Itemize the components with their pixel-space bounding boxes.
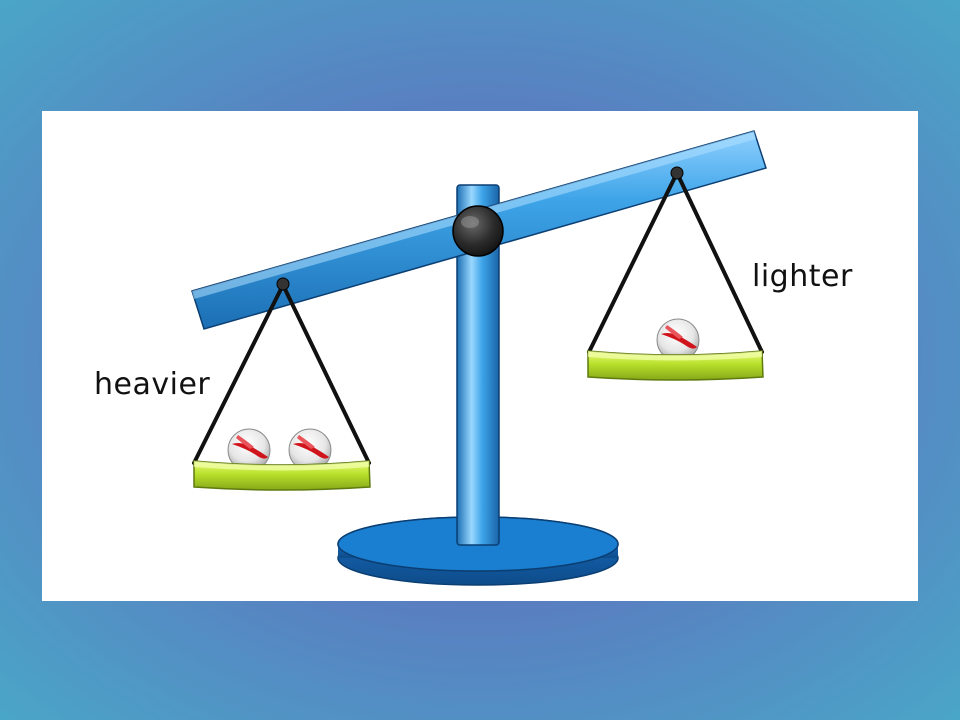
scale-diagram-panel: heavier lighter [42, 111, 918, 601]
scale-post [456, 184, 500, 546]
heavier-label: heavier [94, 367, 211, 402]
right-pan [587, 350, 764, 381]
right-pan-strings [587, 166, 764, 354]
balance-scale [191, 130, 767, 586]
pivot-knob [452, 205, 504, 257]
lighter-label: lighter [752, 259, 853, 294]
left-pan [193, 460, 371, 491]
marble [656, 318, 700, 362]
marble [227, 428, 271, 472]
right-pan-marbles [656, 318, 700, 362]
marble [288, 428, 332, 472]
left-pan-marbles [227, 428, 332, 472]
left-pan-strings [192, 277, 371, 465]
